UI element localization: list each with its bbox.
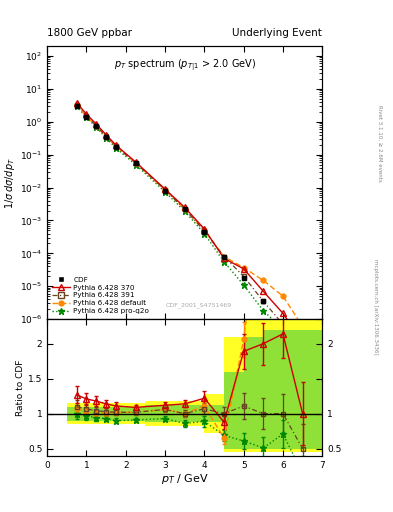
Text: mcplots.cern.ch [arXiv:1306.3436]: mcplots.cern.ch [arXiv:1306.3436] [373,260,378,355]
Text: 1800 GeV ppbar: 1800 GeV ppbar [47,28,132,38]
Text: $p_T$ spectrum ($p_{T|1}$ > 2.0 GeV): $p_T$ spectrum ($p_{T|1}$ > 2.0 GeV) [114,57,256,73]
Text: Rivet 3.1.10, ≥ 2.6M events: Rivet 3.1.10, ≥ 2.6M events [377,105,382,182]
Y-axis label: Ratio to CDF: Ratio to CDF [16,359,25,416]
Legend: CDF, Pythia 6.428 370, Pythia 6.428 391, Pythia 6.428 default, Pythia 6.428 pro-: CDF, Pythia 6.428 370, Pythia 6.428 391,… [51,275,151,315]
Y-axis label: $1/\sigma\,d\sigma/dp_T$: $1/\sigma\,d\sigma/dp_T$ [3,157,17,208]
Text: Underlying Event: Underlying Event [232,28,322,38]
Text: CDF_2001_S4751469: CDF_2001_S4751469 [165,303,231,308]
X-axis label: $p_T$ / GeV: $p_T$ / GeV [161,472,209,486]
